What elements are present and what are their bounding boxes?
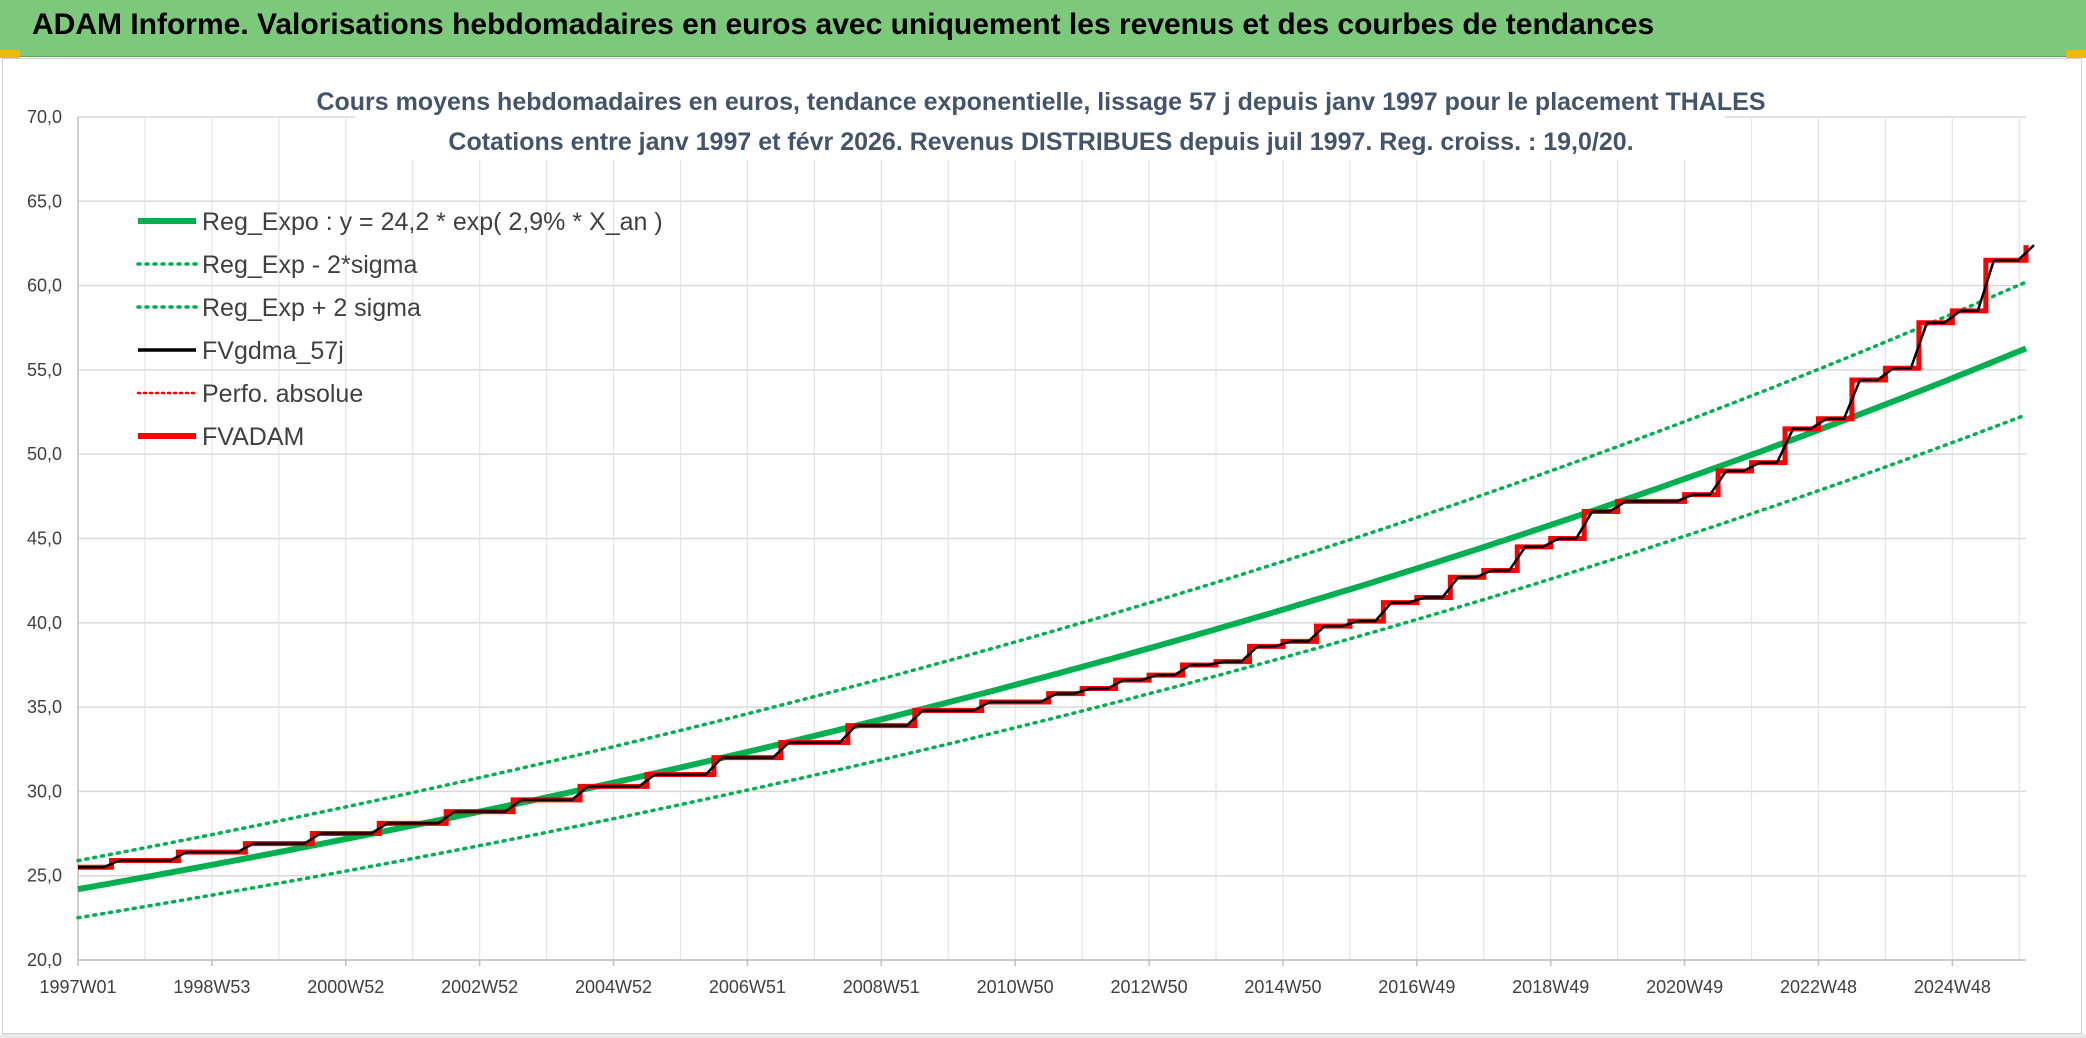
y-tick-label: 40,0 [27, 613, 62, 633]
series-reg-minus-2sigma [76, 413, 2028, 920]
plot-area [76, 244, 2035, 920]
series-reg-plus-2sigma [76, 280, 2028, 863]
x-tick-label: 2016W49 [1378, 977, 1455, 997]
x-tick-label: 2008W51 [843, 977, 920, 997]
x-tick-label: 2010W50 [977, 977, 1054, 997]
series-reg-expo [77, 345, 2028, 893]
report-banner: ADAM Informe. Valorisations hebdomadaire… [0, 0, 2086, 57]
x-tick-label: 1997W01 [39, 977, 116, 997]
chart-title-line2: Cotations entre janv 1997 et févr 2026. … [448, 128, 1633, 156]
y-tick-label: 65,0 [27, 191, 62, 211]
legend-label: Reg_Exp + 2 sigma [202, 294, 421, 322]
x-tick-label: 2014W50 [1244, 977, 1321, 997]
report-title: ADAM Informe. Valorisations hebdomadaire… [32, 8, 1655, 41]
y-tick-label: 20,0 [27, 950, 62, 970]
x-tick-label: 1998W53 [173, 977, 250, 997]
x-tick-label: 2002W52 [441, 977, 518, 997]
legend: Reg_Expo : y = 24,2 * exp( 2,9% * X_an )… [136, 208, 663, 451]
y-tick-label: 25,0 [27, 866, 62, 886]
chart-title: Cours moyens hebdomadaires en euros, ten… [316, 80, 1766, 160]
x-tick-label: 2004W52 [575, 977, 652, 997]
legend-label: Reg_Exp - 2*sigma [202, 251, 417, 279]
y-tick-label: 50,0 [27, 444, 62, 464]
y-tick-label: 60,0 [27, 276, 62, 296]
x-tick-label: 2024W48 [1914, 977, 1991, 997]
y-tick-label: 45,0 [27, 529, 62, 549]
legend-label: FVgdma_57j [202, 337, 344, 365]
series-fvadam [78, 245, 2029, 870]
y-tick-label: 70,0 [27, 107, 62, 127]
chart-frame [2, 58, 2082, 1034]
x-tick-label: 2006W51 [709, 977, 786, 997]
x-tick-label: 2022W48 [1780, 977, 1857, 997]
y-tick-label: 55,0 [27, 360, 62, 380]
grid [77, 116, 2026, 961]
x-axis: 1997W01 1998W53 2000W52 2002W52 2004W52 2006W… [39, 960, 1991, 997]
legend-label: Perfo. absolue [202, 380, 363, 408]
banner-accent-left [0, 50, 20, 58]
x-tick-label: 2000W52 [307, 977, 384, 997]
x-tick-label: 2012W50 [1111, 977, 1188, 997]
series-fvgdma-57j [78, 244, 2035, 869]
x-tick-label: 2018W49 [1512, 977, 1589, 997]
title-background [355, 80, 1725, 160]
y-tick-label: 35,0 [27, 697, 62, 717]
legend-label: Reg_Expo : y = 24,2 * exp( 2,9% * X_an ) [202, 208, 663, 236]
bottom-edge [0, 1034, 2086, 1038]
legend-label: FVADAM [202, 423, 304, 451]
chart-title-line1: Cours moyens hebdomadaires en euros, ten… [316, 88, 1765, 116]
y-tick-label: 30,0 [27, 781, 62, 801]
banner-accent-right [2066, 50, 2086, 58]
y-axis: 20,0 25,0 30,0 35,0 40,0 45,0 50,0 55,0 60,0 65,0… [27, 107, 62, 970]
x-tick-label: 2020W49 [1646, 977, 1723, 997]
